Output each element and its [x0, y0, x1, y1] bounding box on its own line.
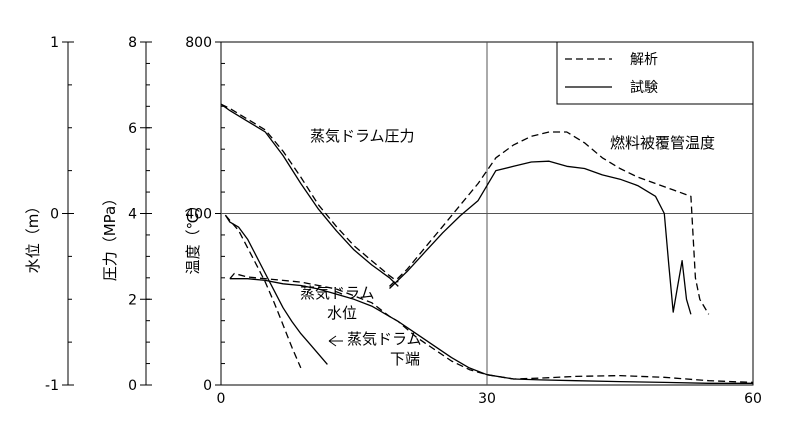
axis-title: 圧力（MPa） [101, 191, 119, 282]
annotation-level-line1: 蒸気ドラム [300, 284, 375, 302]
series-line-7-dashed [224, 214, 302, 369]
axis-tick-label: -1 [45, 378, 59, 394]
legend-box [556, 41, 754, 105]
axis-tick-label: 8 [128, 35, 137, 51]
series-line-3-dashed [389, 131, 710, 315]
x-tick-label: 0 [217, 391, 226, 407]
x-tick-label: 60 [744, 391, 762, 407]
axis-tick-label: 400 [185, 207, 212, 223]
axis-tick-label: 6 [128, 121, 137, 137]
axis-tick-label: 0 [50, 207, 59, 223]
axis-tick-label: 4 [128, 207, 137, 223]
annotation-bottom-line1: 蒸気ドラム [347, 330, 422, 348]
legend-label: 解析 [630, 52, 658, 68]
series-line-4-solid [229, 278, 753, 384]
axis-tick-label: 0 [203, 378, 212, 394]
annotation-pressure: 蒸気ドラム圧力 [310, 127, 415, 145]
series-line-1-dashed [220, 103, 399, 283]
annotation-temperature: 燃料被覆管温度 [610, 134, 715, 152]
axis-tick-label: 800 [185, 35, 212, 51]
series-line-0-solid [220, 103, 399, 287]
series-layer [220, 103, 754, 384]
axis-tick-label: 2 [128, 292, 137, 308]
axis-title: 温度（℃） [184, 198, 202, 275]
series-line-2-solid [389, 160, 692, 315]
series-line-6-solid [224, 214, 328, 365]
axis-tick-label: 1 [50, 35, 59, 51]
annotation-bottom-line2: 下端 [390, 350, 420, 368]
annotation-level-line2: 水位 [327, 304, 357, 322]
axis-tick-label: 0 [128, 378, 137, 394]
x-tick-label: 30 [478, 391, 496, 407]
legend-label: 試験 [630, 80, 658, 96]
annotation-arrow [328, 335, 343, 347]
axis-title: 水位（m） [24, 199, 42, 274]
series-line-5-dashed [229, 272, 754, 384]
